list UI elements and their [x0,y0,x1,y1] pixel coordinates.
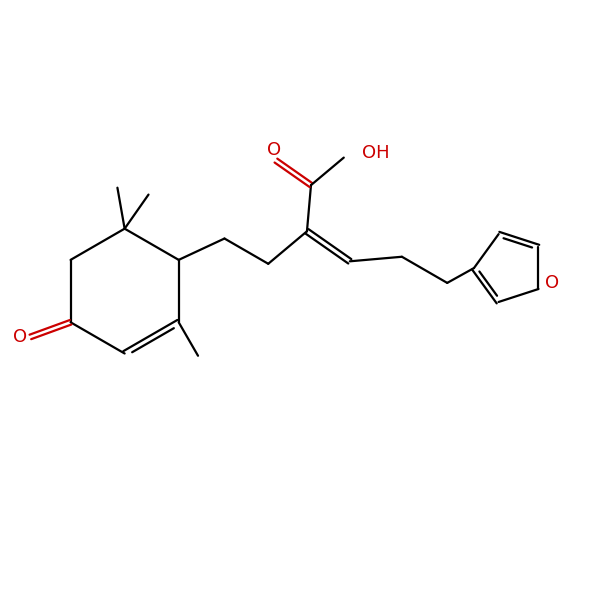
Text: O: O [545,274,559,292]
Text: OH: OH [362,144,389,162]
Text: O: O [13,328,27,346]
Text: O: O [267,142,281,160]
